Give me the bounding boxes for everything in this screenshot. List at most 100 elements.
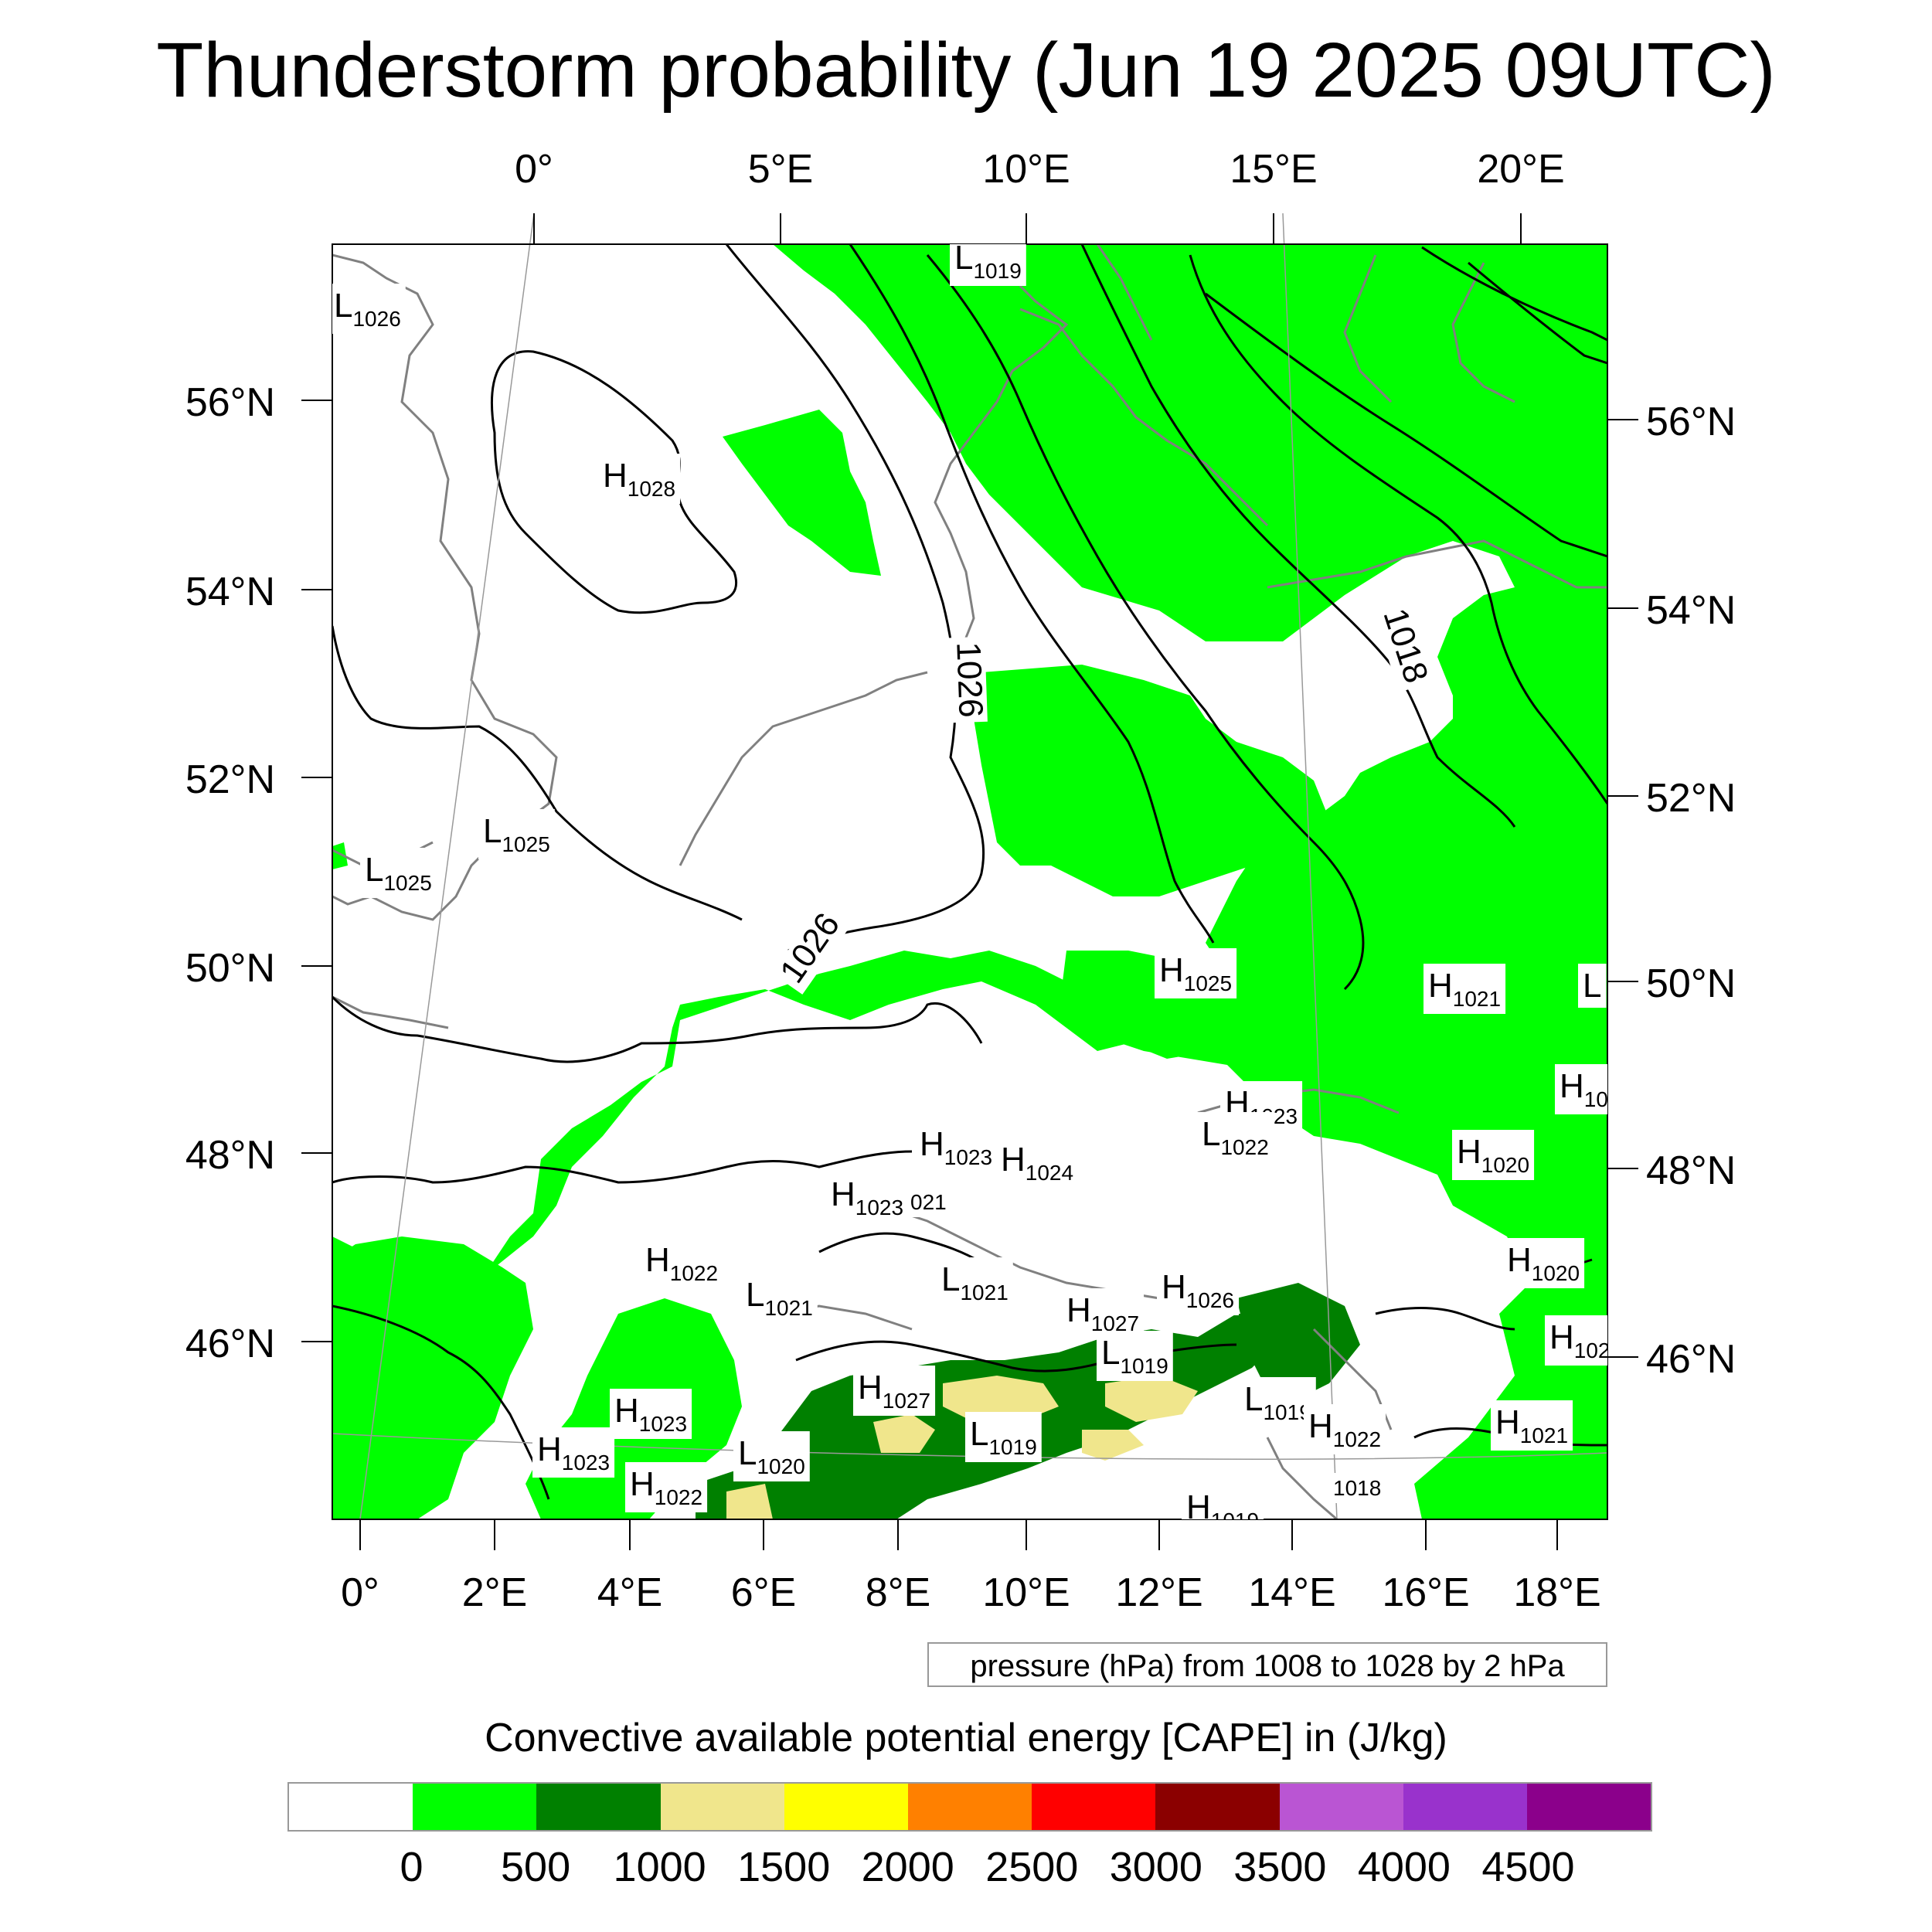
- bottom-lon-label: 16°E: [1382, 1570, 1469, 1615]
- bottom-lon-label: 18°E: [1513, 1570, 1600, 1615]
- pressure-center-label: H1020: [1502, 1238, 1585, 1288]
- pressure-center-label: L1019: [1240, 1377, 1316, 1427]
- colorbar-tick-label: 1500: [737, 1844, 831, 1890]
- colorbar-swatch: [1279, 1784, 1403, 1830]
- colorbar-tick-label: 1000: [613, 1844, 706, 1890]
- svg-text:1018: 1018: [1333, 1476, 1381, 1500]
- svg-text:L1019: L1019: [1101, 1334, 1168, 1378]
- svg-text:L1020: L1020: [738, 1434, 805, 1478]
- svg-text:H1023: H1023: [831, 1175, 903, 1219]
- bottom-lon-label: 8°E: [866, 1570, 930, 1615]
- bottom-lon-labels: 0° 2°E 4°E 6°E 8°E 10°E 12°E 14°E 16°E 1…: [341, 1570, 1601, 1615]
- svg-text:L1019: L1019: [1244, 1380, 1311, 1424]
- pressure-center-label: L1022: [1197, 1112, 1274, 1162]
- svg-text:L1025: L1025: [365, 851, 432, 895]
- pressure-center-label: H1026: [1157, 1265, 1240, 1315]
- pressure-center-label: L1026: [332, 284, 406, 334]
- colorbar-swatch: [660, 1784, 784, 1830]
- colorbar-tick-label: 0: [400, 1844, 423, 1890]
- pressure-center-label: H102: [1545, 1315, 1607, 1366]
- svg-text:H1023: H1023: [614, 1392, 687, 1436]
- pressure-center-label: H1027: [853, 1366, 936, 1416]
- svg-text:H1023: H1023: [537, 1430, 610, 1475]
- svg-text:H1027: H1027: [1066, 1291, 1139, 1335]
- svg-text:H1026: H1026: [1162, 1268, 1234, 1312]
- svg-text:L1026: L1026: [334, 287, 401, 331]
- bottom-lon-label: 0°: [341, 1570, 379, 1615]
- colorbar-tick-label: 4000: [1357, 1844, 1451, 1890]
- bottom-lon-label: 10°E: [982, 1570, 1070, 1615]
- pressure-center-label: H1024: [996, 1138, 1079, 1188]
- pressure-center-label: L1025: [478, 809, 555, 859]
- right-lat-label: 50°N: [1646, 961, 1736, 1006]
- pressure-center-label: H1028: [598, 454, 681, 504]
- svg-text:H1027: H1027: [858, 1369, 930, 1413]
- colorbar-tick-label: 2000: [861, 1844, 954, 1890]
- pressure-center-label: H1023: [1220, 1081, 1303, 1131]
- svg-text:H1022: H1022: [645, 1241, 718, 1285]
- svg-text:H1019: H1019: [1186, 1488, 1259, 1532]
- pressure-center-label: H1019: [1182, 1485, 1264, 1532]
- left-lat-label: 52°N: [185, 757, 275, 802]
- right-lat-label: 52°N: [1646, 776, 1736, 821]
- colorbar-swatch: [536, 1784, 661, 1830]
- pressure-center-label: L1019: [965, 1412, 1042, 1462]
- chart-title: Thunderstorm probability (Jun 19 2025 09…: [156, 27, 1776, 114]
- pressure-center-label: 1018: [1328, 1473, 1386, 1503]
- bottom-lon-label: 4°E: [597, 1570, 662, 1615]
- svg-text:L1022: L1022: [1202, 1115, 1269, 1159]
- top-lon-labels: 0° 5°E 10°E 15°E 20°E: [515, 147, 1565, 192]
- colorbar-swatch: [413, 1784, 537, 1830]
- colorbar-swatch: [1526, 1784, 1651, 1830]
- svg-text:H1023: H1023: [920, 1125, 992, 1169]
- colorbar-tick-label: 3000: [1109, 1844, 1202, 1890]
- pressure-center-label: H1021: [1423, 964, 1506, 1014]
- svg-text:H1024: H1024: [1001, 1141, 1073, 1185]
- right-lat-label: 56°N: [1646, 400, 1736, 444]
- colorbar-tick-label: 4500: [1481, 1844, 1575, 1890]
- svg-text:L1019: L1019: [970, 1415, 1037, 1459]
- colorbar-swatch: [289, 1784, 413, 1830]
- pressure-center-label: H1021: [1491, 1400, 1573, 1451]
- bottom-lon-label: 14°E: [1248, 1570, 1335, 1615]
- left-lat-labels: 56°N 54°N 52°N 50°N 48°N 46°N: [185, 380, 275, 1366]
- pressure-center-label: H1020: [1452, 1130, 1535, 1180]
- isobar-label: 1026: [949, 641, 989, 719]
- right-lat-label: 54°N: [1646, 588, 1736, 633]
- svg-text:L: L: [1583, 967, 1601, 1005]
- svg-text:L1019: L1019: [954, 239, 1022, 283]
- svg-text:H1028: H1028: [603, 457, 675, 501]
- pressure-center-label: H1023: [826, 1172, 909, 1223]
- pressure-center-label: L: [1578, 964, 1607, 1008]
- bottom-lon-label: 2°E: [462, 1570, 527, 1615]
- left-lat-label: 46°N: [185, 1321, 275, 1366]
- svg-text:H1020: H1020: [1457, 1133, 1529, 1177]
- svg-text:L1021: L1021: [941, 1260, 1009, 1304]
- axis-ticks: [301, 213, 1638, 1550]
- svg-text:H1020: H1020: [1507, 1241, 1580, 1285]
- left-lat-label: 50°N: [185, 946, 275, 991]
- svg-text:H10: H10: [1560, 1067, 1608, 1111]
- pressure-range-info: pressure (hPa) from 1008 to 1028 by 2 hP…: [927, 1642, 1607, 1687]
- svg-text:L1025: L1025: [483, 812, 550, 856]
- pressure-center-label: L1025: [360, 848, 437, 898]
- svg-text:L1021: L1021: [746, 1276, 813, 1320]
- cape-1000-1500-areas: [726, 1376, 1198, 1519]
- top-lon-label: 5°E: [748, 147, 813, 192]
- pressure-center-label: H1023: [610, 1389, 692, 1439]
- pressure-center-label: L1020: [733, 1431, 810, 1481]
- pressure-center-label: H1022: [641, 1238, 723, 1288]
- pressure-center-label: H1027: [1062, 1288, 1145, 1338]
- pressure-center-label: H1025: [1155, 948, 1237, 998]
- colorbar-swatch: [1032, 1784, 1156, 1830]
- pressure-center-label: L1021: [937, 1257, 1013, 1308]
- left-lat-label: 56°N: [185, 380, 275, 425]
- colorbar-tick-label: 500: [501, 1844, 571, 1890]
- colorbar-tick-label: 3500: [1233, 1844, 1327, 1890]
- svg-text:H1025: H1025: [1159, 951, 1232, 995]
- pressure-center-label: H1022: [1304, 1404, 1386, 1454]
- pressure-center-label: H1023: [532, 1427, 615, 1478]
- pressure-center-label: 021: [906, 1187, 951, 1217]
- pressure-center-labels: L1026 L1019 H1028 L1025 L1025 H1025 H1021 L H102…: [332, 239, 1608, 1532]
